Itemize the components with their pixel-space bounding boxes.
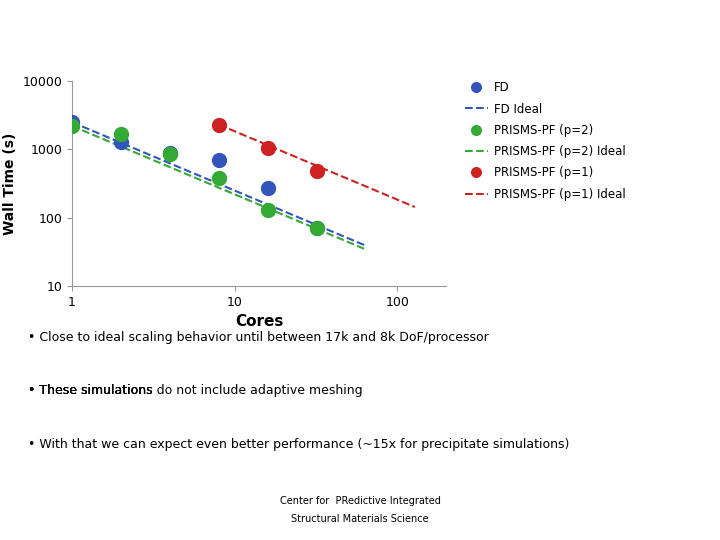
Text: • Close to ideal scaling behavior until between 17k and 8k DoF/processor: • Close to ideal scaling behavior until … [28,331,489,344]
Y-axis label: Wall Time (s): Wall Time (s) [3,132,17,235]
Point [115,137,127,146]
Point [115,129,127,138]
Point [164,149,176,158]
Point [213,174,225,183]
Point [164,148,176,157]
Point [213,120,225,129]
Text: • With that we can expect even better performance (~15x for precipitate simulati: • With that we can expect even better pe… [28,438,570,451]
Point [262,144,274,152]
Text: Center for  PRedictive Integrated: Center for PRedictive Integrated [279,496,441,507]
Text: • These simulations do not include adaptive meshing: • These simulations do not include adapt… [28,384,363,397]
Legend: FD, FD Ideal, PRISMS-PF (p=2), PRISMS-PF (p=2) Ideal, PRISMS-PF (p=1), PRISMS-PF: FD, FD Ideal, PRISMS-PF (p=2), PRISMS-PF… [460,77,631,205]
Point [311,224,323,233]
Text: Performance Benchmarks vs. Finite Difference: Performance Benchmarks vs. Finite Differ… [14,23,594,47]
Point [66,118,78,126]
Text: • These simulations: • These simulations [28,384,157,397]
Point [311,224,323,233]
X-axis label: Cores: Cores [235,314,284,329]
Text: Structural Materials Science: Structural Materials Science [291,514,429,524]
Point [311,167,323,176]
Point [66,122,78,130]
Point [213,156,225,164]
Point [262,206,274,214]
Text: • These simulations: • These simulations [28,384,157,397]
Point [262,184,274,193]
